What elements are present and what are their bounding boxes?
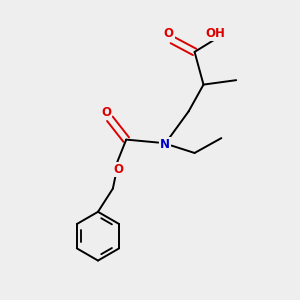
Text: O: O	[164, 27, 174, 40]
Text: N: N	[160, 138, 170, 151]
Text: O: O	[101, 106, 111, 119]
Text: OH: OH	[206, 27, 225, 40]
Text: O: O	[114, 163, 124, 176]
